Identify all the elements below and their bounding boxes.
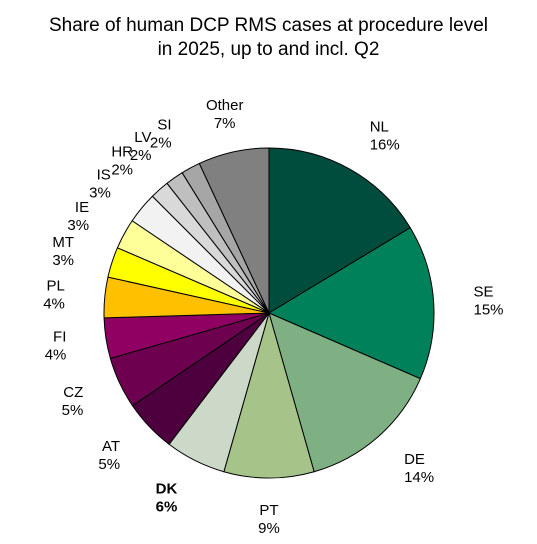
slice-label-mt: MT — [52, 234, 74, 251]
chart-title: Share of human DCP RMS cases at procedur… — [0, 14, 537, 62]
slice-pct-is: 3% — [89, 185, 111, 202]
slice-pct-dk: 6% — [156, 498, 178, 515]
slice-label-fi: FI — [53, 329, 66, 346]
slice-pct-se: 15% — [474, 301, 504, 318]
pie-slice-de — [268, 312, 422, 473]
pie-slice-pt — [223, 311, 315, 479]
slice-label-de: DE — [404, 451, 425, 468]
slice-pct-nl: 16% — [370, 137, 400, 154]
slice-pct-pt: 9% — [258, 520, 280, 537]
slice-label-ie: IE — [75, 199, 89, 216]
slice-label-cz: CZ — [63, 384, 83, 401]
slice-label-nl: NL — [370, 119, 389, 136]
slice-label-at: AT — [102, 438, 120, 455]
slice-pct-at: 5% — [98, 456, 120, 473]
pie-slices — [103, 147, 435, 479]
slice-pct-fi: 4% — [45, 347, 67, 364]
slice-pct-mt: 3% — [52, 252, 74, 269]
slice-pct-si: 2% — [150, 135, 172, 152]
slice-label-pl: PL — [47, 278, 65, 295]
slice-pct-cz: 5% — [62, 402, 84, 419]
pie-slice-nl — [268, 147, 411, 314]
slice-pct-lv: 2% — [130, 147, 152, 164]
slice-pct-de: 14% — [404, 469, 434, 486]
slice-label-dk: DK — [156, 480, 178, 497]
slice-label-se: SE — [474, 283, 494, 300]
slice-pct-ie: 3% — [67, 217, 89, 234]
chart-title-line-2: in 2025, up to and incl. Q2 — [157, 39, 380, 60]
slice-label-lv: LV — [134, 129, 151, 146]
slice-label-is: IS — [97, 167, 111, 184]
slice-label-hr: HR — [111, 144, 133, 161]
slice-label-pt: PT — [259, 502, 278, 519]
chart-title-line-1: Share of human DCP RMS cases at procedur… — [49, 15, 488, 36]
slice-pct-hr: 2% — [111, 162, 133, 179]
slice-pct-other: 7% — [214, 115, 236, 132]
slice-label-other: Other — [206, 97, 244, 114]
pie-slice-other — [198, 147, 270, 314]
slice-pct-pl: 4% — [43, 296, 65, 313]
pie-slice-se — [267, 227, 435, 380]
slice-label-si: SI — [157, 117, 171, 134]
pie-labels: NL16%SE15%DE14%PT9%DK6%AT5%CZ5%FI4%PL4%M… — [43, 97, 503, 537]
